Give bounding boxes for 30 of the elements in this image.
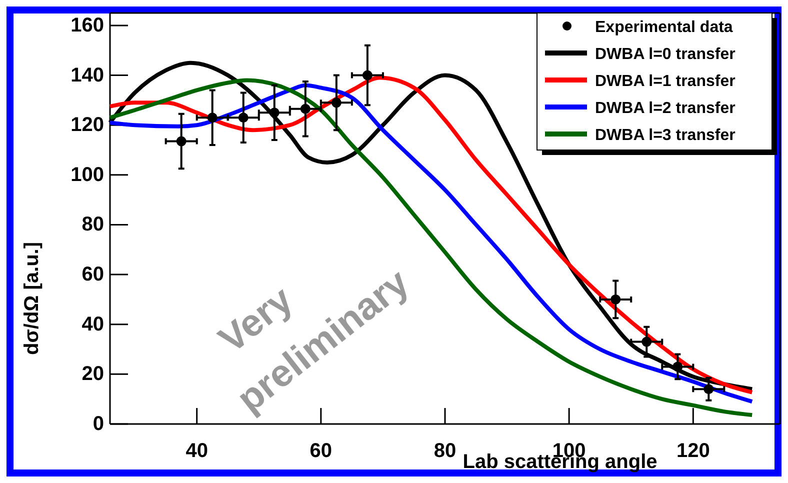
- x-tick-label: 40: [186, 440, 208, 462]
- point: [704, 384, 714, 394]
- point: [331, 98, 342, 108]
- point: [300, 104, 310, 114]
- point: [269, 108, 280, 118]
- legend-label: DWBA l=3 transfer: [595, 127, 736, 144]
- x-tick-label: 80: [434, 440, 456, 462]
- x-tick-label: 120: [676, 440, 710, 462]
- y-tick-label: 100: [70, 164, 104, 186]
- legend-label: DWBA l=2 transfer: [595, 100, 736, 117]
- y-tick-label: 160: [70, 14, 104, 36]
- point: [642, 336, 652, 347]
- point: [362, 70, 372, 80]
- y-axis-title: dσ/dΩ [a.u.]: [21, 242, 43, 356]
- y-tick-label: 80: [82, 214, 104, 236]
- y-tick-label: 20: [82, 363, 104, 386]
- x-tick-label: 60: [310, 440, 332, 462]
- legend-label: Experimental data: [595, 19, 733, 36]
- y-tick-label: 40: [82, 313, 104, 336]
- point: [672, 362, 683, 372]
- point: [207, 112, 218, 123]
- point: [176, 136, 186, 146]
- point: [238, 112, 248, 123]
- legend-label: DWBA l=1 transfer: [595, 73, 736, 90]
- legend-label: DWBA l=0 transfer: [595, 46, 736, 63]
- point: [610, 294, 621, 304]
- y-tick-label: 120: [70, 114, 104, 136]
- y-tick-label: 60: [82, 264, 104, 286]
- y-tick-label: 140: [70, 64, 104, 86]
- y-tick-label: 0: [92, 413, 104, 435]
